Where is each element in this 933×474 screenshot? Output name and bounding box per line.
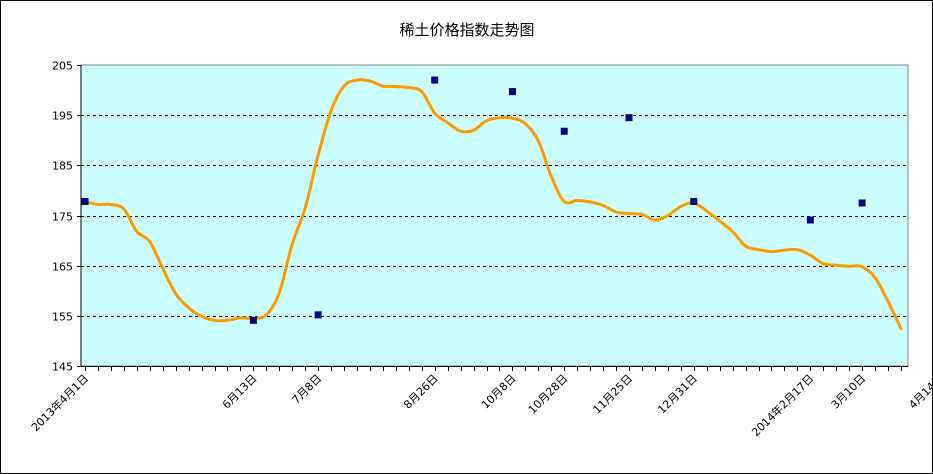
data-point-marker: [508, 88, 516, 96]
data-point-marker: [858, 199, 866, 207]
x-tick-label: 4月14日: [906, 372, 932, 412]
y-tick-label: 195: [52, 110, 73, 123]
y-tick-label: 155: [52, 311, 73, 324]
data-point-marker: [806, 216, 814, 224]
y-tick-label: 165: [52, 261, 73, 274]
chart-title: 稀土价格指数走势图: [399, 21, 534, 39]
data-point-marker: [625, 114, 633, 122]
series-line: [83, 78, 903, 331]
y-tick-label: 185: [52, 160, 73, 173]
data-point-marker: [314, 311, 322, 319]
y-tick-label: 205: [52, 60, 73, 73]
x-tick-label: 2014年2月17日: [749, 371, 817, 439]
x-tick-label: 7月8日: [290, 372, 325, 407]
data-point-marker: [81, 197, 89, 205]
x-tick-label: 3月10日: [829, 372, 869, 412]
x-tick-label: 12月31日: [655, 372, 700, 417]
x-tick-labels: 2013年4月1日 6月13日 7月8日 8月26日 10月8日 10月28日 11月25日…: [28, 371, 932, 439]
y-axis: 145 155 165 175 185 195 205: [52, 60, 82, 374]
data-point-marker: [560, 127, 568, 135]
x-tick-label: 10月8日: [479, 372, 519, 412]
x-tick-label: 8月26日: [401, 372, 441, 412]
x-axis: [81, 366, 908, 371]
x-tick-label: 11月25日: [591, 372, 636, 417]
plot-area: [80, 64, 909, 367]
y-tick-label: 145: [52, 361, 73, 374]
x-tick-label: 10月28日: [526, 372, 571, 417]
data-point-marker: [431, 76, 439, 84]
x-tick-label: 2013年4月1日: [28, 371, 91, 434]
x-tick-label: 6月13日: [220, 372, 260, 412]
data-point-marker: [249, 316, 257, 324]
series-markers: [81, 76, 866, 324]
data-point-marker: [690, 197, 698, 205]
y-tick-label: 175: [52, 211, 73, 224]
